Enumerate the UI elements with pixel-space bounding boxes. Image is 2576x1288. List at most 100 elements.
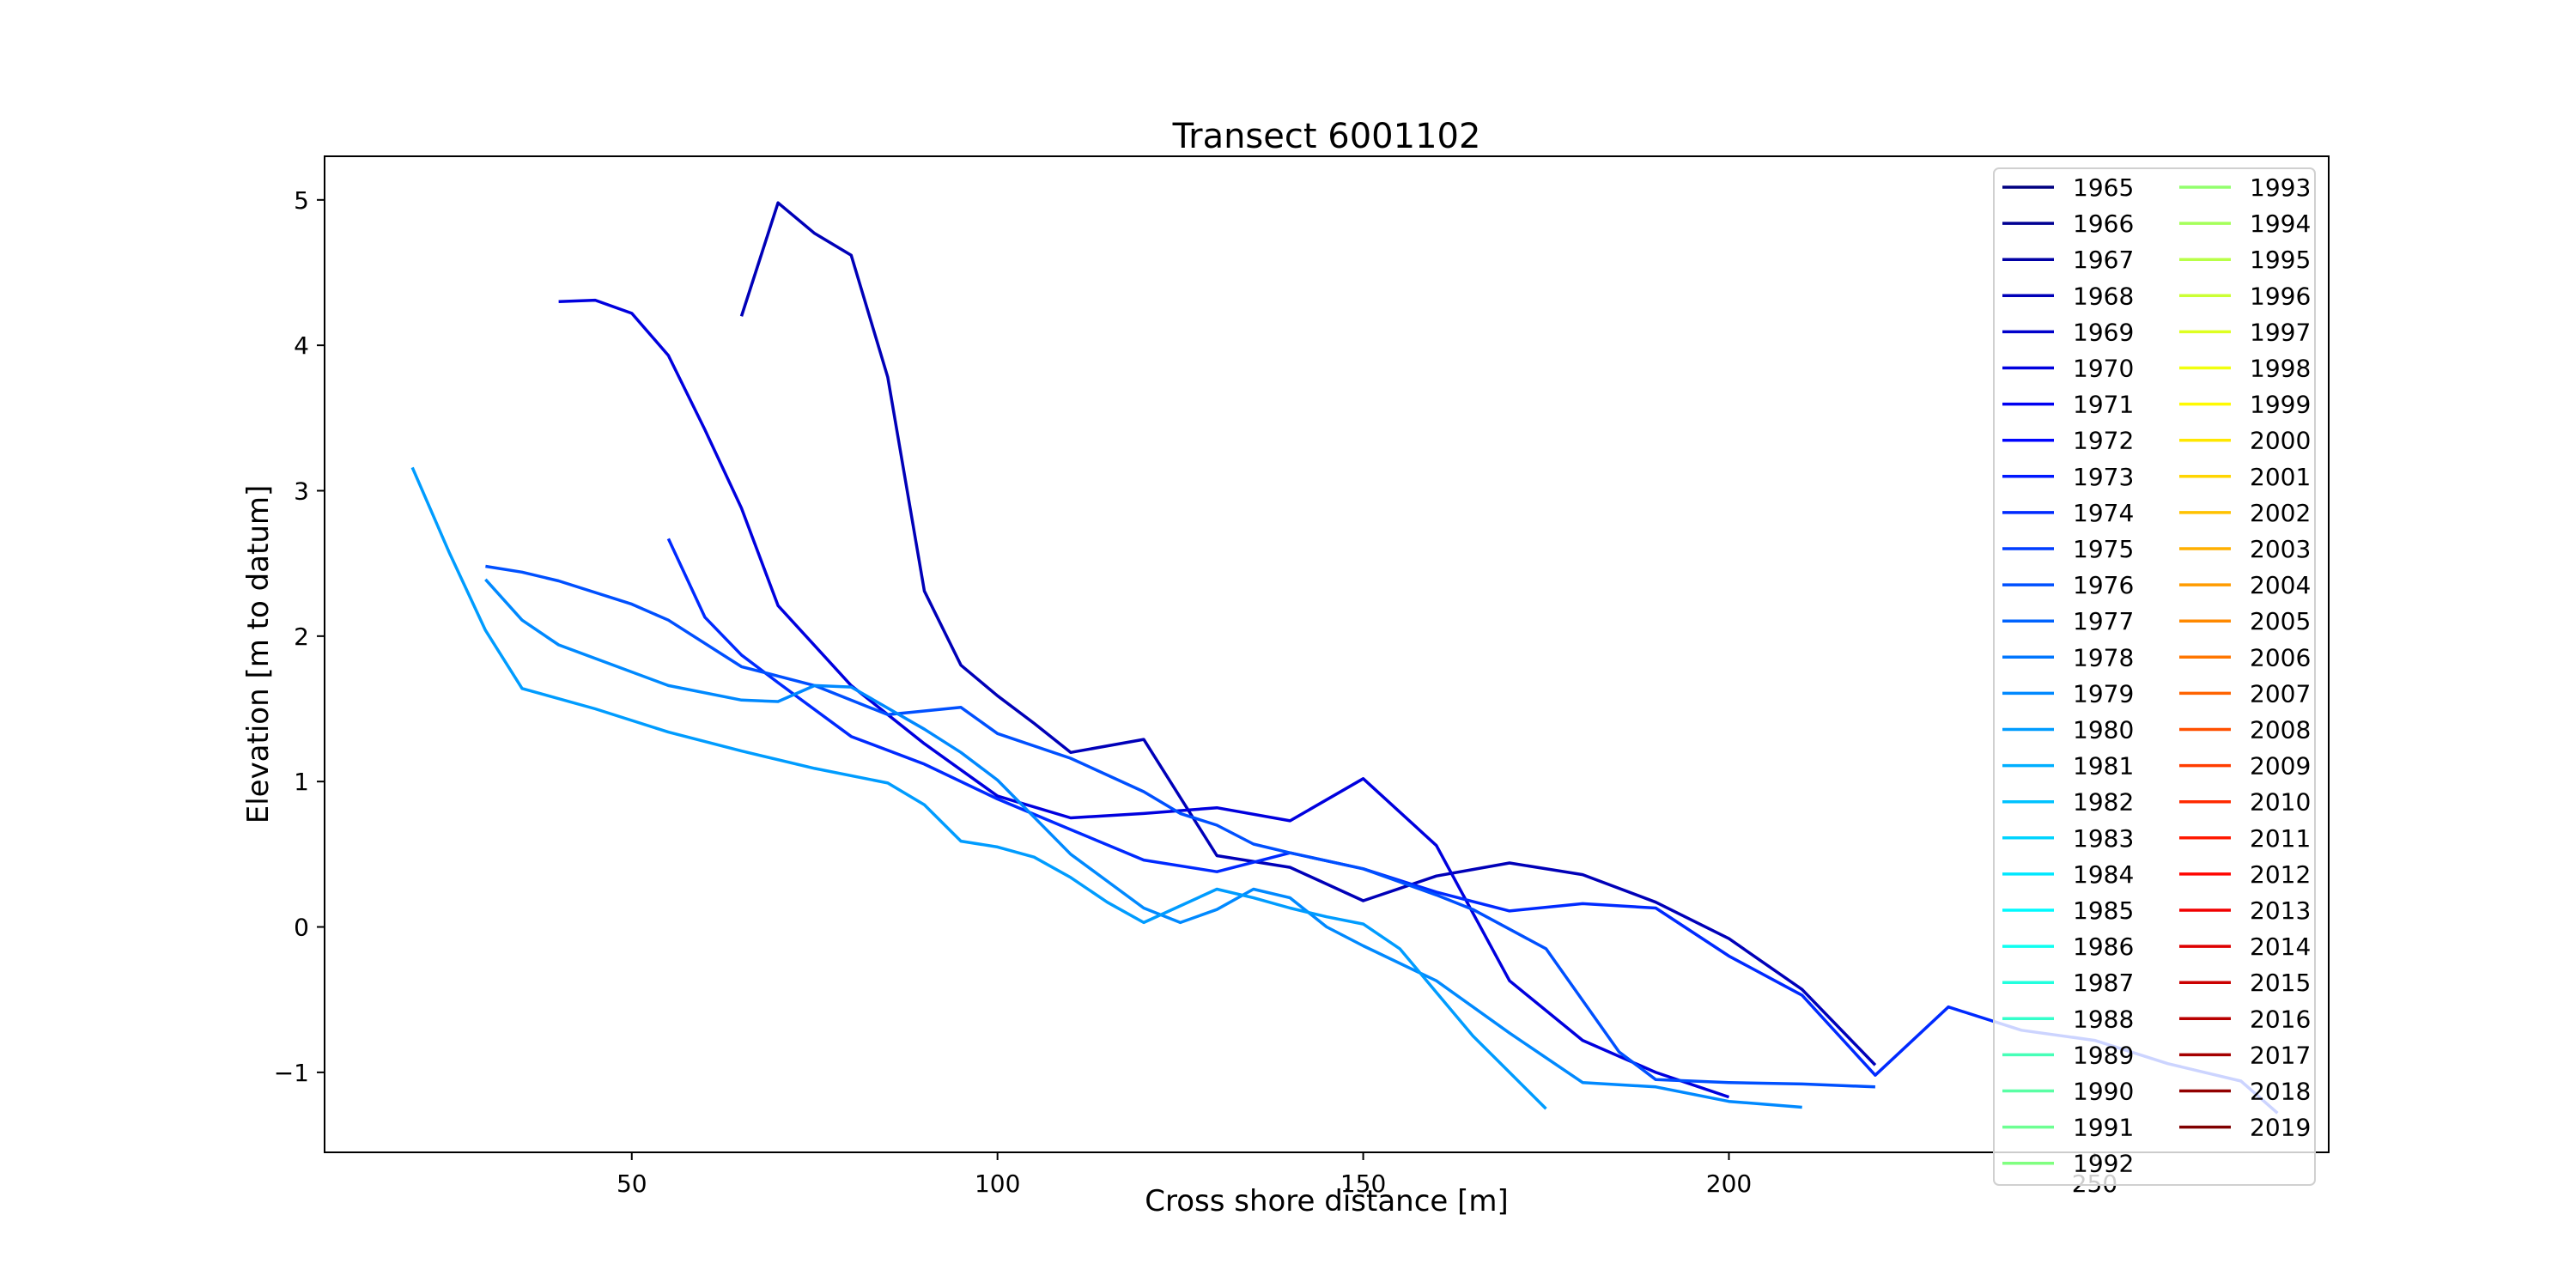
legend-label: 2004 (2250, 571, 2311, 599)
legend-entry-1971: 1971 (2002, 391, 2134, 419)
legend-entry-1996: 1996 (2179, 282, 2311, 310)
legend-label: 2012 (2250, 860, 2311, 889)
legend-entry-2007: 2007 (2179, 679, 2311, 708)
legend-label: 1965 (2073, 173, 2134, 202)
series-line-1976 (485, 564, 1875, 1089)
legend-label: 1980 (2073, 716, 2134, 744)
legend-entry-1999: 1999 (2179, 391, 2311, 419)
legend-label: 2005 (2250, 607, 2311, 635)
legend-entry-2012: 2012 (2179, 860, 2311, 889)
legend-label: 1987 (2073, 969, 2134, 997)
y-tick-label: 1 (294, 768, 309, 796)
legend-box (1993, 167, 2316, 1186)
legend-label: 1973 (2073, 463, 2134, 491)
legend-label: 1979 (2073, 679, 2134, 708)
legend-entry-1994: 1994 (2179, 210, 2311, 238)
y-tick-label: 3 (294, 477, 309, 505)
legend-entry-1992: 1992 (2002, 1150, 2134, 1178)
legend-label: 1994 (2250, 210, 2311, 238)
legend-label: 1990 (2073, 1078, 2134, 1106)
legend-entry-1986: 1986 (2002, 933, 2134, 961)
series-line-1970 (558, 298, 1730, 1099)
y-tick-label: −1 (274, 1059, 309, 1087)
legend-label: 2015 (2250, 969, 2311, 997)
plot-series-group (410, 201, 2279, 1115)
legend-label: 1970 (2073, 355, 2134, 383)
legend-label: 1998 (2250, 355, 2311, 383)
legend-label: 1981 (2073, 752, 2134, 781)
legend-label: 1995 (2250, 246, 2311, 274)
legend-entry-1978: 1978 (2002, 643, 2134, 671)
legend-label: 1966 (2073, 210, 2134, 238)
legend-entry-1981: 1981 (2002, 752, 2134, 781)
legend-entry-1982: 1982 (2002, 788, 2134, 817)
legend-entry-2003: 2003 (2179, 535, 2311, 563)
legend-entry-1970: 1970 (2002, 355, 2134, 383)
legend-entry-2001: 2001 (2179, 463, 2311, 491)
y-axis-label: Elevation [m to datum] (241, 485, 276, 824)
legend-entry-2005: 2005 (2179, 607, 2311, 635)
legend-entry-2014: 2014 (2179, 933, 2311, 961)
legend-label: 1991 (2073, 1114, 2134, 1142)
legend-entry-1976: 1976 (2002, 571, 2134, 599)
legend-label: 1971 (2073, 391, 2134, 419)
legend-label: 2000 (2250, 427, 2311, 455)
legend-label: 1975 (2073, 535, 2134, 563)
chart-title: Transect 6001102 (1172, 117, 1481, 156)
legend-entry-2015: 2015 (2179, 969, 2311, 997)
legend-label: 2017 (2250, 1041, 2311, 1069)
legend-label: 2016 (2250, 1005, 2311, 1033)
legend-entry-1995: 1995 (2179, 246, 2311, 274)
legend-entry-2000: 2000 (2179, 427, 2311, 455)
legend-entry-2011: 2011 (2179, 824, 2311, 853)
legend-label: 1982 (2073, 788, 2134, 817)
y-tick-label: 0 (294, 914, 309, 942)
legend-entry-1972: 1972 (2002, 427, 2134, 455)
legend-label: 2006 (2250, 643, 2311, 671)
legend-label: 1978 (2073, 643, 2134, 671)
legend-entry-2009: 2009 (2179, 752, 2311, 781)
legend-label: 2007 (2250, 679, 2311, 708)
legend-entry-1977: 1977 (2002, 607, 2134, 635)
legend-entry-1979: 1979 (2002, 679, 2134, 708)
legend-label: 2008 (2250, 716, 2311, 744)
y-tick-label: 2 (294, 623, 309, 651)
legend-entry-1984: 1984 (2002, 860, 2134, 889)
legend-entry-1969: 1969 (2002, 318, 2134, 346)
legend-entry-2019: 2019 (2179, 1114, 2311, 1142)
legend-label: 1986 (2073, 933, 2134, 961)
legend-entry-1983: 1983 (2002, 824, 2134, 853)
legend-label: 2011 (2250, 824, 2311, 853)
legend-label: 2002 (2250, 499, 2311, 527)
legend-entry-2010: 2010 (2179, 788, 2311, 817)
series-line-1968 (739, 201, 1877, 1066)
legend-label: 1972 (2073, 427, 2134, 455)
legend-label: 1992 (2073, 1150, 2134, 1178)
y-axis-ticks: −1 0 1 2 3 4 5 (274, 186, 325, 1087)
legend-label: 1997 (2250, 318, 2311, 346)
legend-label: 2001 (2250, 463, 2311, 491)
legend-entry-1965: 1965 (2002, 173, 2134, 202)
series-line-1979 (484, 578, 1802, 1109)
legend-entry-1966: 1966 (2002, 210, 2134, 238)
legend-label: 2019 (2250, 1114, 2311, 1142)
legend-label: 2013 (2250, 896, 2311, 925)
legend-label: 1983 (2073, 824, 2134, 853)
legend-entry-1991: 1991 (2002, 1114, 2134, 1142)
x-tick-label: 100 (975, 1170, 1020, 1198)
legend-entry-1998: 1998 (2179, 355, 2311, 383)
legend-entry-1987: 1987 (2002, 969, 2134, 997)
legend-label: 1996 (2250, 282, 2311, 310)
y-tick-label: 5 (294, 186, 309, 215)
y-tick-label: 4 (294, 331, 309, 360)
legend-label: 2010 (2250, 788, 2311, 817)
legend-entry-1973: 1973 (2002, 463, 2134, 491)
legend-label: 1993 (2250, 173, 2311, 202)
plot-area-frame (324, 155, 2330, 1153)
x-tick-label: 150 (1340, 1170, 1386, 1198)
legend-entry-1989: 1989 (2002, 1041, 2134, 1069)
legend-entry-1990: 1990 (2002, 1078, 2134, 1106)
legend-entry-2017: 2017 (2179, 1041, 2311, 1069)
legend-entry-1967: 1967 (2002, 246, 2134, 274)
